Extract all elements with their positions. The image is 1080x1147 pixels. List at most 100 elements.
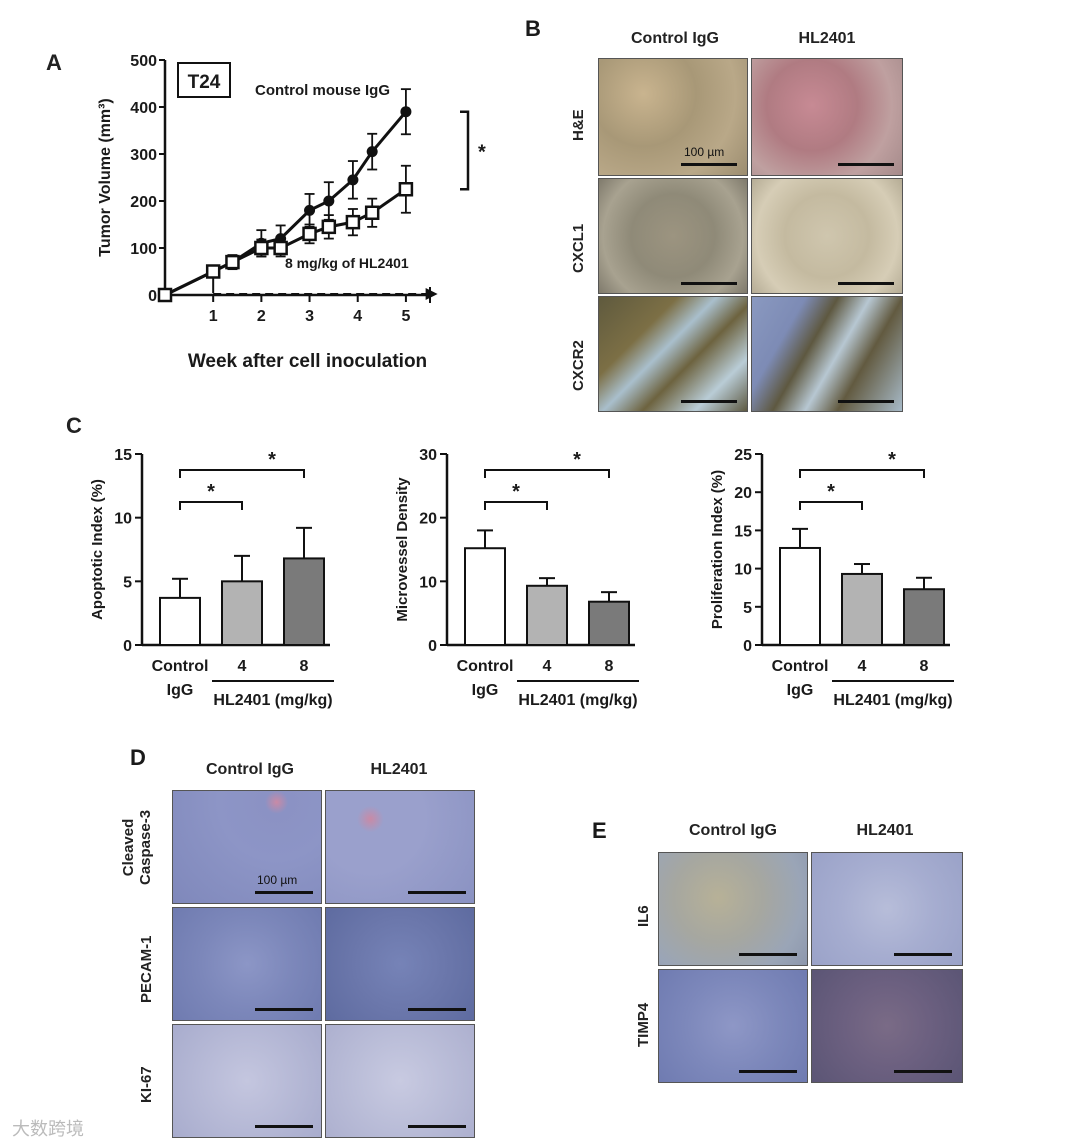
y-axis-label: Proliferation Index (%): [709, 470, 726, 629]
series-label-hl2401: 8 mg/kg of HL2401: [285, 255, 409, 271]
category-label: 4: [238, 658, 247, 675]
significance-star: *: [827, 481, 835, 503]
data-point-control: [347, 174, 359, 186]
y-axis-label: Microvessel Density: [394, 477, 411, 622]
micrograph-cxcl1-hl2401: [751, 178, 903, 294]
y-tick-label: 0: [148, 288, 157, 305]
bar-0: [464, 547, 506, 646]
category-sublabel: IgG: [167, 682, 194, 699]
col-label-control: Control IgG: [206, 761, 294, 778]
y-axis-label: Apoptotic Index (%): [89, 479, 106, 620]
y-tick-label: 20: [734, 485, 752, 502]
panel-e: E Control IgG HL2401 IL6 TIMP4: [590, 812, 990, 1092]
watermark: 大数跨境: [12, 1119, 84, 1139]
apoptotic-index-chart: 0 5 10 15 Apoptotic Index (%) Control 4 8 IgG HL2…: [89, 447, 334, 709]
row-label-caspase3: Cleaved Caspase-3: [120, 809, 154, 885]
x-tick-label: 2: [257, 308, 266, 325]
data-point-hl2401: [302, 226, 317, 242]
category-label: 4: [543, 658, 552, 675]
panel-letter-c: C: [66, 413, 82, 438]
col-label-control: Control IgG: [631, 30, 719, 47]
y-tick-label: 10: [419, 574, 437, 591]
y-tick-label: 500: [130, 53, 157, 70]
significance-bracket: [460, 110, 470, 191]
category-label: 8: [920, 658, 929, 675]
cell-line-box: [177, 62, 231, 98]
micrograph-he-control: 100 µm: [598, 58, 748, 176]
data-point-hl2401: [398, 182, 414, 197]
bar-2: [588, 600, 630, 646]
y-tick-label: 15: [734, 523, 752, 540]
bar-0: [779, 546, 821, 646]
y-tick-label: 25: [734, 447, 752, 464]
y-tick-label: 10: [734, 562, 752, 579]
row-label-he: H&E: [570, 109, 587, 141]
group-label: HL2401 (mg/kg): [518, 692, 637, 709]
col-label-control: Control IgG: [689, 822, 777, 839]
panel-d: D Control IgG HL2401 Cleaved Caspase-3 PE…: [100, 745, 500, 1145]
y-tick-label: 400: [130, 100, 157, 117]
micrograph-timp4-control: [658, 969, 808, 1083]
panel-letter-b: B: [525, 16, 541, 41]
category-label: 4: [858, 658, 867, 675]
significance-star: *: [478, 141, 486, 163]
data-point-hl2401: [157, 287, 173, 303]
y-tick-label: 100: [130, 241, 157, 258]
row-label-il6: IL6: [635, 905, 652, 927]
data-point-hl2401: [364, 205, 380, 220]
data-point-hl2401: [321, 219, 337, 235]
category-label: Control: [457, 658, 514, 675]
bar-2: [283, 557, 325, 646]
data-point-hl2401: [345, 214, 361, 230]
significance-bracket: [484, 469, 610, 478]
data-point-hl2401: [205, 264, 221, 279]
y-tick-label: 5: [123, 574, 132, 591]
panel-letter-a: A: [46, 50, 62, 75]
panel-b: B Control IgG HL2401 H&E CXCL1 CXCR2 100…: [520, 8, 920, 412]
micrograph-pecam1-control: [172, 907, 322, 1021]
row-label-cxcl1: CXCL1: [570, 223, 587, 273]
significance-bracket: [799, 501, 863, 510]
data-point-hl2401: [273, 240, 288, 256]
micrograph-pecam1-hl2401: [325, 907, 475, 1021]
x-tick-label: 3: [305, 308, 314, 325]
significance-star: *: [268, 449, 276, 471]
bar-1: [221, 580, 263, 646]
data-point-control: [366, 146, 378, 158]
bar-1: [841, 572, 883, 646]
col-label-hl2401: HL2401: [856, 822, 914, 839]
panel-letter-e: E: [592, 818, 607, 843]
y-tick-label: 0: [123, 638, 132, 655]
data-point-control: [323, 195, 335, 207]
significance-bracket: [179, 501, 243, 510]
x-tick-label: 1: [209, 308, 218, 325]
micrograph-cxcr2-control: [598, 296, 748, 412]
micrograph-il6-control: [658, 852, 808, 966]
group-label: HL2401 (mg/kg): [833, 692, 952, 709]
x-tick-label: 5: [401, 308, 410, 325]
row-label-timp4: TIMP4: [635, 1002, 652, 1047]
panel-c-letter-svg: C: [66, 413, 82, 438]
data-point-control: [400, 106, 412, 118]
significance-bracket: [179, 469, 305, 478]
y-tick-label: 200: [130, 194, 157, 211]
category-sublabel: IgG: [787, 682, 814, 699]
cell-line-label: T24: [188, 72, 221, 93]
micrograph-caspase3-hl2401: [325, 790, 475, 904]
row-label-cxcr2: CXCR2: [570, 340, 587, 391]
row-label-ki67: KI-67: [138, 1066, 155, 1103]
series-label-control: Control mouse IgG: [255, 82, 390, 99]
y-tick-label: 15: [114, 447, 132, 464]
data-point-control: [304, 204, 316, 216]
proliferation-index-chart: 0 5 10 15 20 25 Proliferation Index (%) Control…: [709, 447, 954, 709]
micrograph-cxcl1-control: [598, 178, 748, 294]
category-label: Control: [772, 658, 829, 675]
bar-0: [159, 596, 201, 647]
series-line-1: [164, 188, 407, 297]
col-label-hl2401: HL2401: [798, 30, 856, 47]
data-point-hl2401: [225, 254, 240, 270]
bar-1: [526, 584, 568, 646]
significance-star: *: [888, 449, 896, 471]
micrograph-caspase3-control: 100 µm: [172, 790, 322, 904]
